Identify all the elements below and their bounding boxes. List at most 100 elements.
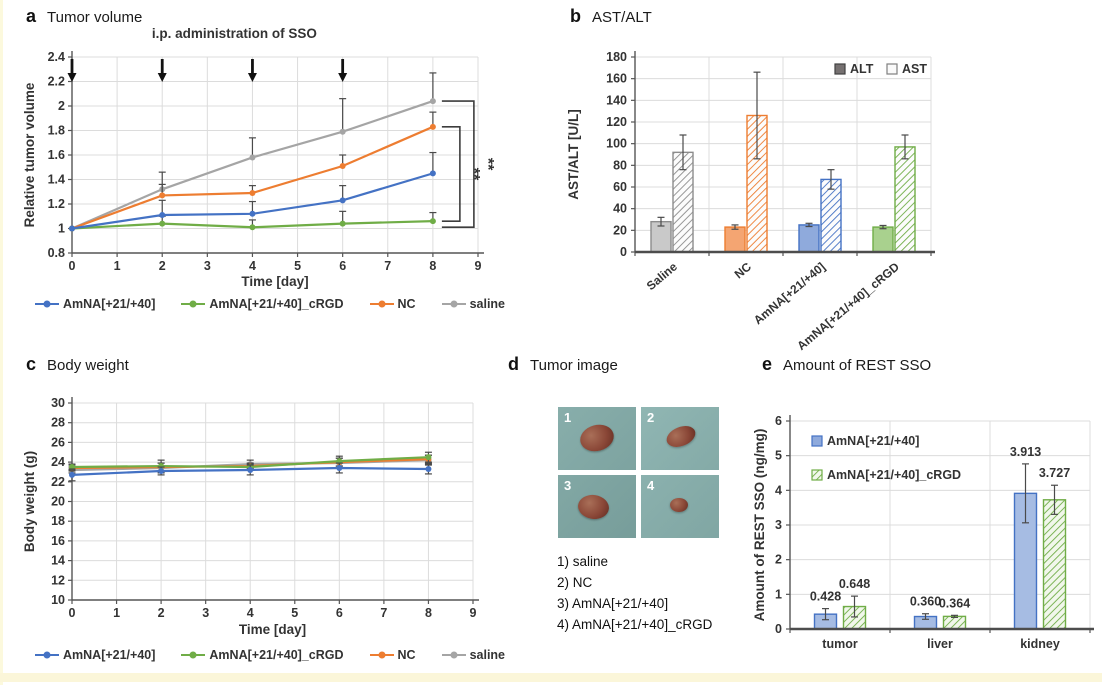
panel-b-header: b AST/ALT: [570, 6, 652, 27]
panel-c-label: c: [26, 354, 37, 374]
legend-item: saline: [441, 648, 505, 662]
legend-item: NC: [369, 648, 416, 662]
svg-text:0.8: 0.8: [48, 246, 65, 260]
svg-text:9: 9: [475, 259, 482, 273]
svg-text:5: 5: [291, 606, 298, 620]
ast-alt-chart: 0 20 40 60 80 100 120 140 160 180 Saline NCAmNA[+21…: [566, 50, 935, 353]
legend-item: AmNA[+21/+40]: [35, 297, 155, 311]
svg-text:4: 4: [249, 259, 256, 273]
svg-text:20: 20: [613, 223, 627, 237]
panel-a-label: a: [26, 6, 37, 26]
svg-text:2: 2: [159, 259, 166, 273]
svg-text:140: 140: [606, 93, 627, 107]
tumor-photo-2: 2: [641, 407, 719, 470]
svg-text:tumor: tumor: [822, 637, 858, 651]
svg-text:7: 7: [380, 606, 387, 620]
svg-text:liver: liver: [927, 637, 953, 651]
photo-number-4: 4: [647, 478, 655, 493]
legend-item: NC: [369, 297, 416, 311]
svg-text:3: 3: [202, 606, 209, 620]
svg-text:0.428: 0.428: [810, 590, 841, 604]
svg-text:14: 14: [51, 554, 65, 568]
svg-text:10: 10: [51, 593, 65, 607]
svg-text:i.p. administration of SSO: i.p. administration of SSO: [152, 26, 317, 41]
panel-e-label: e: [762, 354, 773, 374]
svg-text:120: 120: [606, 115, 627, 129]
svg-text:100: 100: [606, 137, 627, 151]
bottom-margin-strip: [0, 673, 1102, 682]
svg-text:0: 0: [69, 259, 76, 273]
svg-text:ALT: ALT: [850, 62, 874, 76]
panel-e-title: Amount of REST SSO: [783, 357, 932, 374]
svg-text:18: 18: [51, 514, 65, 528]
svg-text:5: 5: [775, 449, 782, 463]
svg-text:NC: NC: [732, 259, 755, 281]
panel-c-header: c Body weight: [26, 354, 129, 375]
panel-d-header: d Tumor image: [508, 354, 618, 375]
tumor-photo-1: 1: [558, 407, 636, 470]
svg-text:1: 1: [775, 587, 782, 601]
svg-text:1.4: 1.4: [48, 173, 65, 187]
svg-text:4: 4: [775, 483, 782, 497]
svg-text:0.648: 0.648: [839, 577, 870, 591]
photo-number-2: 2: [647, 410, 655, 425]
svg-text:16: 16: [51, 534, 65, 548]
svg-text:24: 24: [51, 455, 65, 469]
tumor-captions: 1) saline 2) NC 3) AmNA[+21/+40] 4) AmNA…: [557, 551, 712, 635]
svg-text:180: 180: [606, 50, 627, 64]
svg-text:AST: AST: [902, 62, 927, 76]
tumor-specimen-4: [670, 498, 688, 512]
svg-text:20: 20: [51, 495, 65, 509]
svg-text:1.8: 1.8: [48, 124, 65, 138]
caption-1: 1) saline: [557, 554, 609, 569]
svg-text:2.4: 2.4: [48, 50, 65, 64]
svg-text:Time [day]: Time [day]: [241, 274, 308, 289]
svg-text:60: 60: [613, 180, 627, 194]
tumor-specimen-3: [576, 492, 611, 522]
svg-text:6: 6: [339, 259, 346, 273]
svg-text:1: 1: [113, 606, 120, 620]
legend-item: AmNA[+21/+40]_cRGD: [181, 648, 344, 662]
photo-number-1: 1: [564, 410, 572, 425]
svg-text:2: 2: [775, 553, 782, 567]
svg-text:80: 80: [613, 158, 627, 172]
svg-text:5: 5: [294, 259, 301, 273]
svg-text:6: 6: [336, 606, 343, 620]
svg-text:Time [day]: Time [day]: [239, 622, 306, 637]
panel-d-title: Tumor image: [530, 357, 618, 374]
tumor-photos: 1 2 3 4: [558, 407, 719, 538]
svg-text:kidney: kidney: [1020, 637, 1060, 651]
svg-text:3: 3: [775, 518, 782, 532]
svg-text:1.6: 1.6: [48, 148, 65, 162]
svg-text:2.2: 2.2: [48, 75, 65, 89]
svg-text:8: 8: [425, 606, 432, 620]
tumor-volume-chart: 0.8 1 1.2 1.4 1.6 1.8 2 2.2 2.4 0 1 2 3 4 5 6 7 8 9 Relativ…: [22, 26, 496, 289]
panel-b-title: AST/ALT: [592, 9, 652, 26]
svg-text:0: 0: [69, 606, 76, 620]
svg-text:28: 28: [51, 416, 65, 430]
svg-text:160: 160: [606, 72, 627, 86]
svg-text:3: 3: [204, 259, 211, 273]
legend-item: AmNA[+21/+40]_cRGD: [181, 297, 344, 311]
panel-e-header: e Amount of REST SSO: [762, 354, 931, 375]
svg-text:AmNA[+21/+40]: AmNA[+21/+40]: [751, 260, 828, 328]
svg-text:12: 12: [51, 573, 65, 587]
tumor-photo-4: 4: [641, 475, 719, 538]
panel-a-header: a Tumor volume: [26, 6, 142, 27]
svg-text:Body weight (g): Body weight (g): [22, 451, 37, 552]
svg-text:2: 2: [158, 606, 165, 620]
svg-text:40: 40: [613, 202, 627, 216]
caption-4: 4) AmNA[+21/+40]_cRGD: [557, 617, 713, 632]
panel-a-title: Tumor volume: [47, 9, 143, 26]
photo-number-3: 3: [564, 478, 572, 493]
rest-sso-chart: 0 1 2 3 4 5 6 0.428 0.360 3.913 0.648 0.364 3.727 tum…: [752, 414, 1094, 651]
tumor-specimen-1: [577, 421, 617, 455]
svg-text:**: **: [479, 158, 496, 171]
panel-d-label: d: [508, 354, 519, 374]
svg-text:0.364: 0.364: [939, 596, 970, 610]
svg-text:9: 9: [470, 606, 477, 620]
svg-text:3.913: 3.913: [1010, 445, 1041, 459]
svg-text:Amount of REST SSO (ng/mg): Amount of REST SSO (ng/mg): [752, 429, 767, 622]
